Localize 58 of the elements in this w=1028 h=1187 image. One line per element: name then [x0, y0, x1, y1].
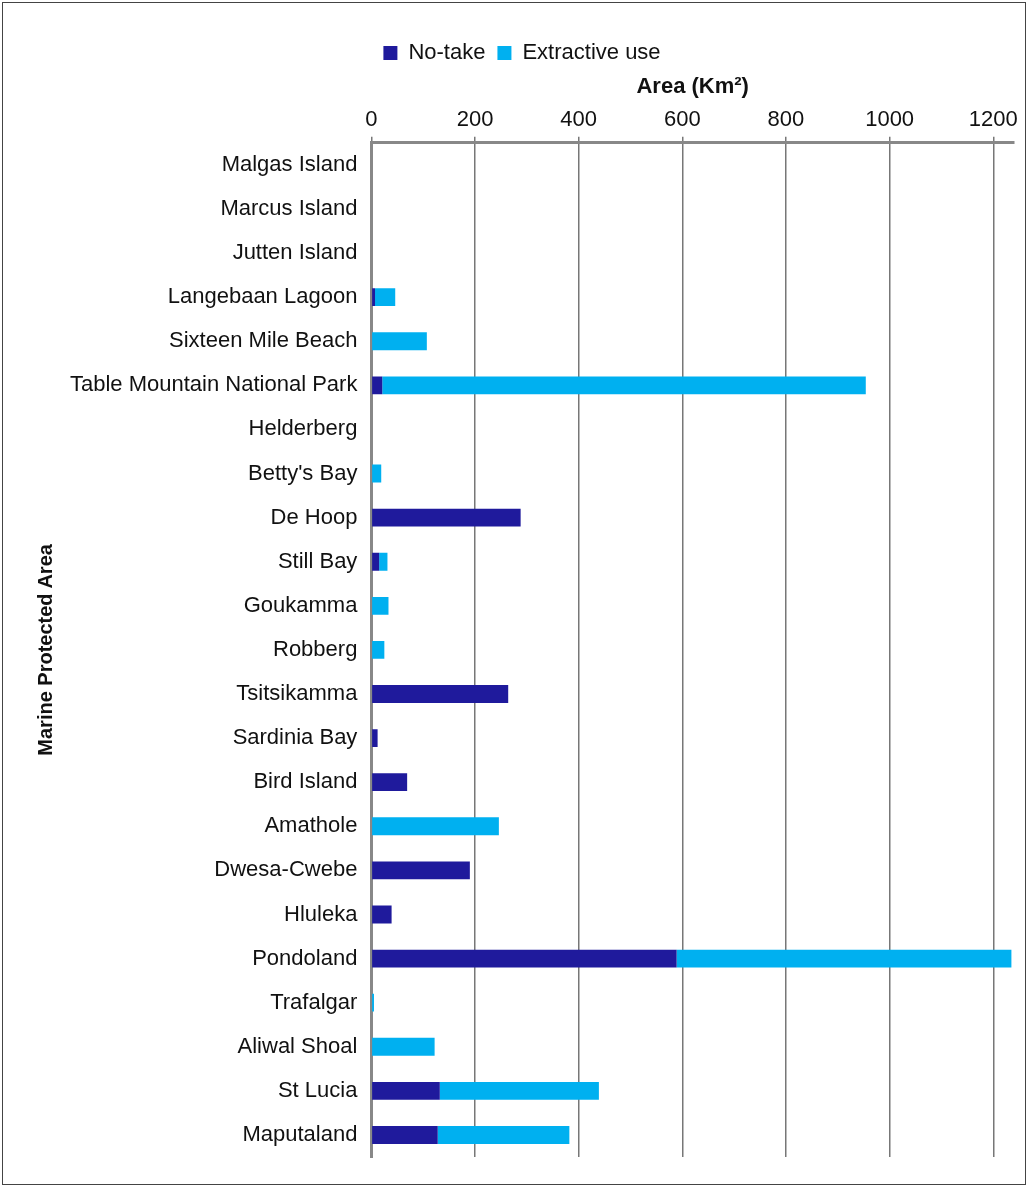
- x-tick-label: 200: [456, 105, 494, 131]
- bar: [372, 332, 427, 351]
- y-axis-title: Marine Protected Area: [33, 543, 56, 756]
- bar: [439, 1081, 599, 1100]
- bar: [372, 376, 383, 395]
- bar: [372, 905, 392, 924]
- y-tick-label: Maputaland: [242, 1121, 358, 1147]
- x-tick-label: 400: [560, 105, 598, 131]
- y-tick-label: Dwesa-Cwebe: [214, 856, 358, 882]
- y-tick-label: Hluleka: [284, 900, 359, 926]
- bar: [372, 552, 380, 571]
- y-tick-label: De Hoop: [270, 503, 358, 529]
- bar: [372, 464, 382, 483]
- bar: [379, 552, 388, 571]
- y-tick-label: Helderberg: [248, 415, 358, 441]
- y-tick-label: Robberg: [273, 635, 358, 661]
- bar: [372, 1081, 440, 1100]
- y-tick-label: Malgas Island: [221, 150, 358, 176]
- y-tick-label: Trafalgar: [270, 988, 358, 1014]
- bar: [372, 596, 389, 615]
- x-tick-label: 800: [767, 105, 805, 131]
- legend-label: No-take: [408, 39, 486, 65]
- bar: [372, 773, 408, 792]
- y-tick-label: Sixteen Mile Beach: [169, 327, 358, 353]
- y-tick-label: Amathole: [264, 812, 358, 838]
- bar: [372, 729, 378, 748]
- bar: [372, 949, 677, 968]
- bar: [372, 817, 499, 836]
- bar: [372, 640, 385, 659]
- y-tick-label: St Lucia: [277, 1076, 359, 1102]
- y-tick-label: Betty's Bay: [248, 459, 358, 485]
- bar: [375, 288, 396, 307]
- bar: [676, 949, 1012, 968]
- y-tick-label: Goukamma: [243, 591, 359, 617]
- x-tick-label: 600: [663, 105, 701, 131]
- x-tick-label: 0: [365, 105, 378, 131]
- y-tick-label: Jutten Island: [232, 239, 358, 265]
- bar: [372, 861, 470, 880]
- y-tick-label: Langebaan Lagoon: [167, 283, 358, 309]
- y-tick-label: Bird Island: [253, 768, 358, 794]
- x-tick-label: 1200: [968, 105, 1018, 131]
- legend-label: Extractive use: [522, 39, 661, 65]
- bar: [372, 288, 376, 307]
- bar: [372, 685, 509, 703]
- y-tick-label: Pondoland: [252, 944, 358, 970]
- bar: [372, 508, 521, 527]
- bar: [372, 1037, 435, 1056]
- y-tick-label: Tsitsikamma: [236, 680, 359, 706]
- x-tick-label: 1000: [865, 105, 915, 131]
- y-tick-label: Marcus Island: [220, 195, 358, 221]
- y-tick-label: Sardinia Bay: [232, 724, 358, 750]
- bar: [437, 1126, 570, 1144]
- y-tick-label: Aliwal Shoal: [237, 1032, 358, 1058]
- x-axis-title: Area (Km²): [636, 73, 749, 99]
- bar: [372, 1126, 438, 1144]
- y-tick-label: Still Bay: [277, 547, 358, 573]
- bar: [382, 376, 866, 395]
- y-tick-label: Table Mountain National Park: [70, 371, 359, 397]
